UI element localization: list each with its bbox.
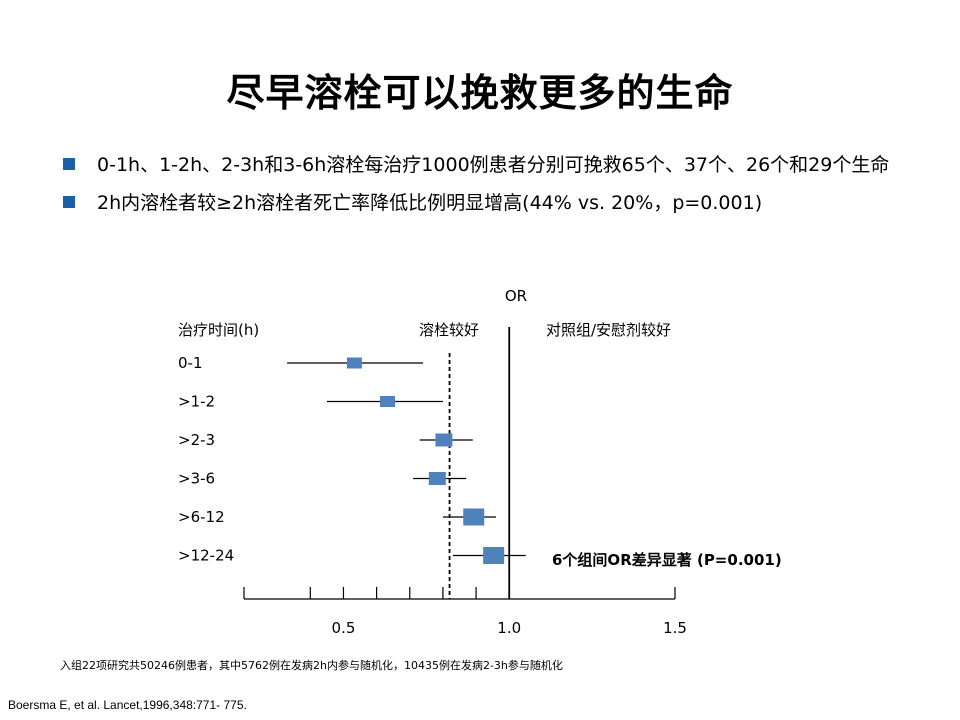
right-favors-label: 对照组/安慰剂较好 xyxy=(546,321,671,339)
forest-plot-svg: OR 治疗时间(h) 溶栓较好 对照组/安慰剂较好 6个组间OR差异显著 (P=… xyxy=(178,287,782,637)
significance-annotation: 6个组间OR差异显著 (P=0.001) xyxy=(552,551,782,569)
row-label: >3-6 xyxy=(178,470,215,488)
odds-ratio-marker xyxy=(435,433,453,447)
left-favors-label: 溶栓较好 xyxy=(419,321,479,339)
odds-ratio-marker xyxy=(346,357,362,369)
bullet-square-icon xyxy=(63,196,75,208)
x-tick-label: 1.5 xyxy=(663,619,687,637)
odds-ratio-marker xyxy=(428,472,446,485)
forest-plot: OR 治疗时间(h) 溶栓较好 对照组/安慰剂较好 6个组间OR差异显著 (P=… xyxy=(0,280,960,650)
odds-ratio-marker xyxy=(483,547,505,564)
x-axis-title: OR xyxy=(505,287,527,305)
row-header: 治疗时间(h) xyxy=(178,321,259,339)
footnote: 入组22项研究共50246例患者，其中5762例在发病2h内参与随机化，1043… xyxy=(60,659,563,672)
odds-ratio-marker xyxy=(380,396,396,407)
bullet-square-icon xyxy=(63,158,75,170)
bullet-item: 2h内溶栓者较≥2h溶栓者死亡率降低比例明显增高(44% vs. 20%，p=0… xyxy=(60,188,910,218)
odds-ratio-marker xyxy=(463,508,485,526)
bullet-text: 0-1h、1-2h、2-3h和3-6h溶栓每治疗1000例患者分别可挽救65个、… xyxy=(97,154,890,176)
row-label: >6-12 xyxy=(178,508,225,526)
bullet-list: 0-1h、1-2h、2-3h和3-6h溶栓每治疗1000例患者分别可挽救65个、… xyxy=(60,150,910,226)
x-tick-label: 1.0 xyxy=(497,619,521,637)
slide-title: 尽早溶栓可以挽救更多的生命 xyxy=(226,71,734,115)
bullet-text: 2h内溶栓者较≥2h溶栓者死亡率降低比例明显增高(44% vs. 20%，p=0… xyxy=(97,192,763,214)
reference-citation: Boersma E, et al. Lancet,1996,348:771- 7… xyxy=(8,698,247,712)
row-label: >2-3 xyxy=(178,431,215,449)
row-label: 0-1 xyxy=(178,354,203,372)
row-label: >12-24 xyxy=(178,547,234,565)
x-tick-label: 0.5 xyxy=(332,619,356,637)
row-label: >1-2 xyxy=(178,393,215,411)
bullet-item: 0-1h、1-2h、2-3h和3-6h溶栓每治疗1000例患者分别可挽救65个、… xyxy=(60,150,910,180)
